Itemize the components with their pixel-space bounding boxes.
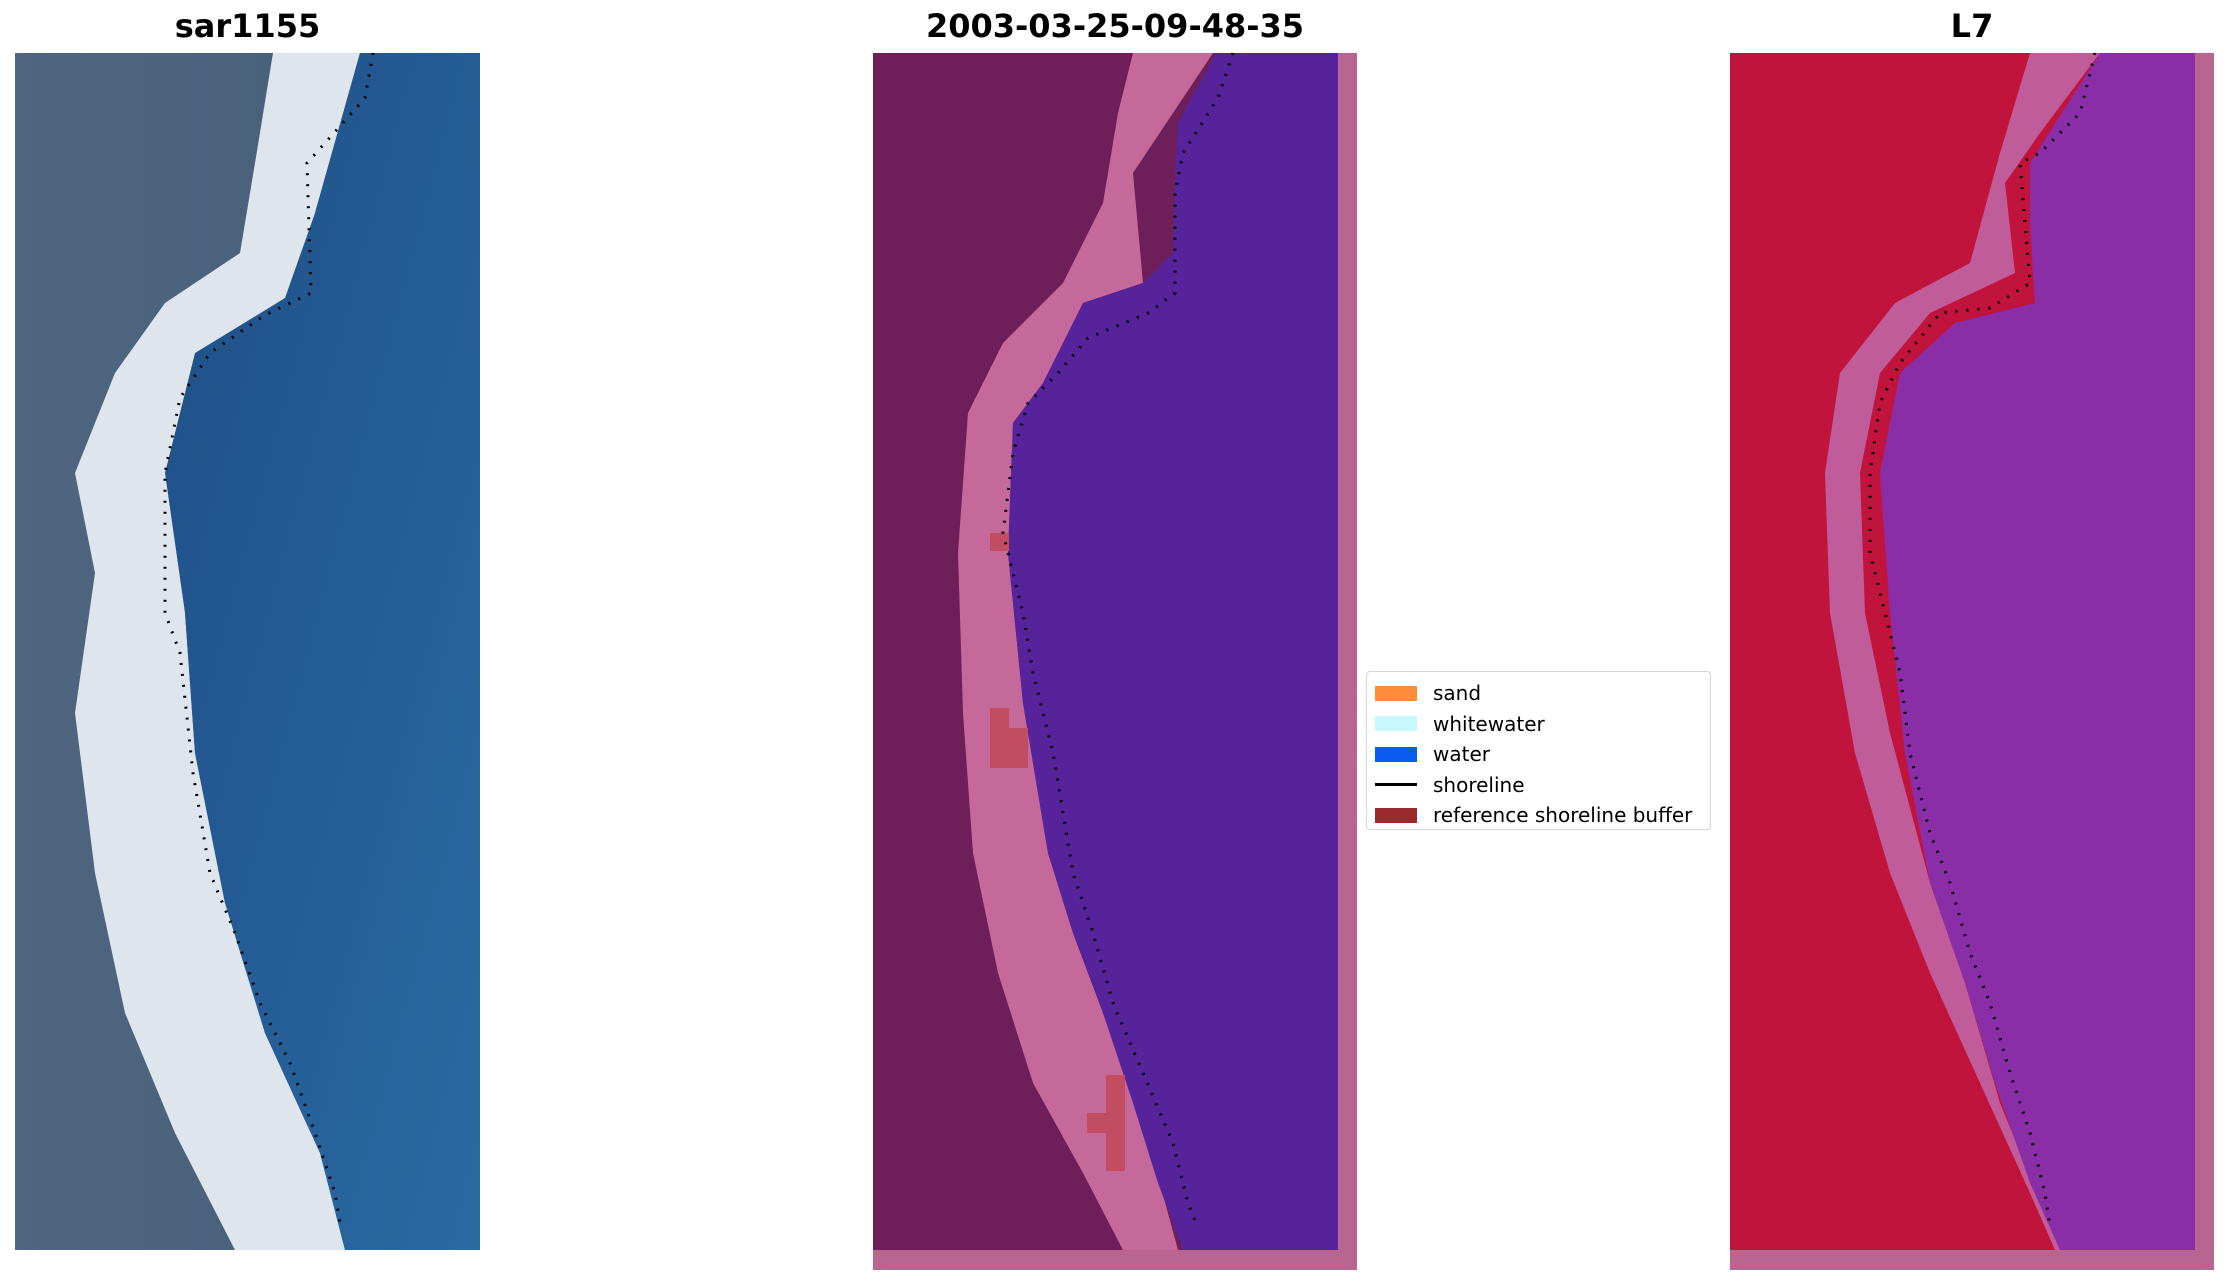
panel-3-title: L7: [1950, 7, 1994, 45]
shoreline-dots: [1001, 52, 1235, 1229]
legend-label-reference-shoreline-buffer: reference shoreline buffer: [1433, 803, 1693, 828]
legend-item-reference-shoreline-buffer: reference shoreline buffer: [1375, 800, 1702, 831]
legend-item-whitewater: whitewater: [1375, 709, 1702, 740]
legend-swatch-water: [1375, 746, 1417, 762]
legend-label-shoreline: shoreline: [1433, 772, 1525, 797]
sand-pixel: [1087, 1113, 1125, 1133]
legend-item-water: water: [1375, 739, 1702, 770]
legend: sand whitewater water shoreline referenc…: [1366, 671, 1711, 830]
beach-area: [958, 53, 1213, 1250]
legend-item-shoreline: shoreline: [1375, 770, 1702, 801]
beach-area: [75, 53, 360, 1250]
legend-label-whitewater: whitewater: [1433, 711, 1545, 736]
panel-3-image: [1730, 52, 2214, 1270]
sand-pixel: [990, 708, 1009, 728]
legend-item-sand: sand: [1375, 678, 1702, 709]
legend-swatch-shoreline: [1375, 783, 1417, 787]
sand-pixel: [990, 533, 1009, 551]
beach-area: [1825, 53, 2100, 1250]
panel-1-title: sar1155: [174, 7, 321, 45]
water-area: [165, 53, 480, 1250]
water-area: [1880, 53, 2195, 1250]
sand-pixel: [1106, 1075, 1125, 1113]
legend-label-sand: sand: [1433, 681, 1482, 706]
sand-pixel: [990, 728, 1028, 768]
legend-swatch-whitewater: [1375, 716, 1417, 732]
panel-1-image: [15, 52, 480, 1250]
panel-2-title: 2003-03-25-09-48-35: [925, 7, 1305, 45]
panel-2-image: [873, 52, 1357, 1270]
legend-swatch-reference-shoreline-buffer: [1375, 807, 1417, 823]
sand-pixel: [1106, 1133, 1125, 1171]
shoreline-dots: [163, 52, 375, 1224]
legend-label-water: water: [1433, 742, 1490, 767]
legend-swatch-sand: [1375, 685, 1417, 701]
water-area: [1008, 53, 1338, 1250]
